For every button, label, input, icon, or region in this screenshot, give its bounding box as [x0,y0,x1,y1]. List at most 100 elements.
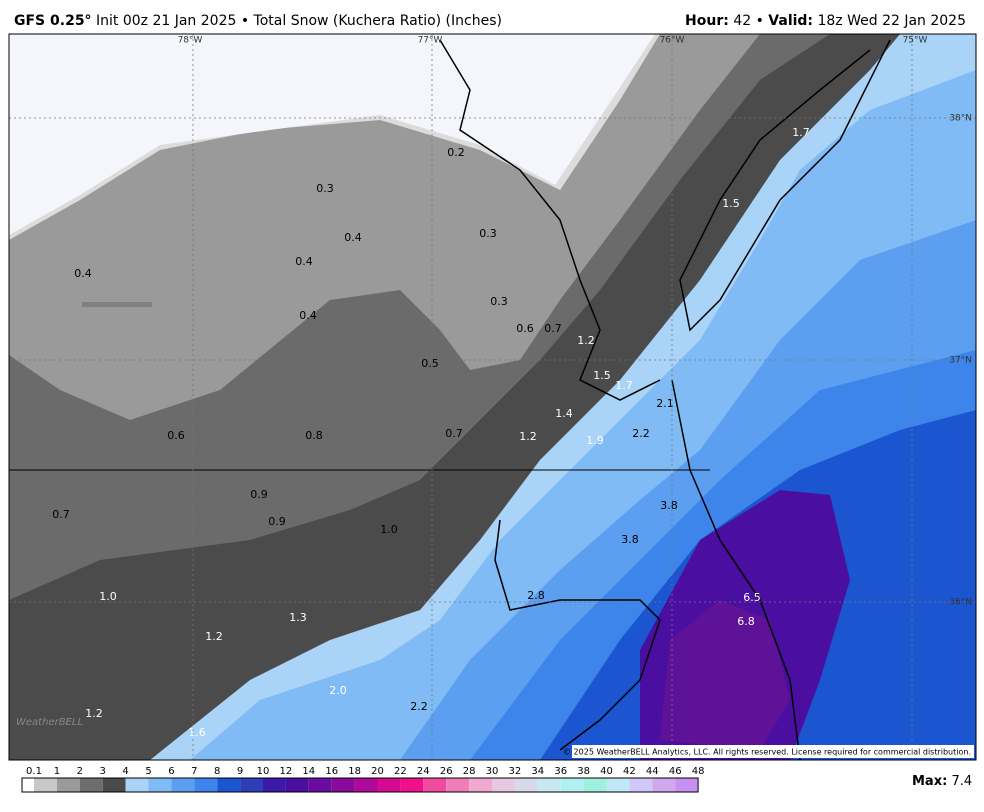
contour-label: 2.2 [410,700,428,713]
colorbar-label: 5 [145,766,151,777]
colorbar-swatch [675,778,699,792]
colorbar-label: 6 [168,766,174,777]
colorbar-label: 24 [417,766,430,777]
coastline [439,39,661,401]
contour-label: 0.7 [52,508,70,521]
colorbar-swatch [469,778,492,792]
colorbar-swatch [34,778,57,792]
colorbar-label: 9 [237,766,243,777]
colorbar-swatch [492,778,515,792]
latitude-label: 37°N [949,356,972,366]
shading [9,34,976,760]
contour-label: 1.5 [722,197,740,210]
contour-label: 0.3 [479,227,497,240]
longitude-label: 77°W [418,36,443,46]
header-left: GFS 0.25° Init 00z 21 Jan 2025 • Total S… [14,13,502,29]
latitude-label: 36°N [949,598,972,608]
colorbar-swatch [171,778,195,792]
colorbar-label: 0.1 [26,766,42,777]
description: Init 00z 21 Jan 2025 • Total Snow (Kuche… [96,13,502,29]
colorbar-swatch [446,778,470,792]
colorbar-label: 28 [463,766,476,777]
contour-label: 0.7 [445,427,463,440]
colorbar-label: 38 [577,766,590,777]
copyright-box [572,745,974,758]
colorbar-swatch [583,778,607,792]
contour-label: 1.7 [615,379,633,392]
colorbar-swatch [354,778,378,792]
colorbar-swatch [194,778,218,792]
colorbar-swatch [377,778,401,792]
colorbar-label: 7 [191,766,197,777]
colorbar-swatch [652,778,676,792]
colorbar-swatch [125,778,149,792]
logo: WeatherBELL [16,717,83,728]
colorbar-label: 8 [214,766,220,777]
contour-label: 2.2 [632,427,650,440]
colorbar-frame [21,777,699,793]
band [660,600,790,750]
colorbar-label: 46 [669,766,682,777]
contour-label: 1.7 [792,126,810,139]
contour-label: 2.1 [656,397,674,410]
colorbar-swatch [606,778,630,792]
contour-label: 6.8 [737,615,755,628]
band [9,34,655,235]
colorbar-label: 16 [325,766,338,777]
colorbar-swatch [148,778,172,792]
contour-label: 1.5 [593,369,611,382]
colorbar-swatch [514,778,538,792]
colorbar-swatch [331,778,355,792]
valid: 18z Wed 22 Jan 2025 [817,13,966,29]
map-frame [8,33,977,761]
contour-label: 0.4 [74,267,92,280]
colorbar-label: 32 [509,766,522,777]
colorbar-swatch [22,778,34,792]
contour-label: 0.4 [299,309,317,322]
coastline [679,39,891,332]
contour-label: 6.5 [743,591,761,604]
contour-label: 3.8 [621,533,639,546]
colorbar-swatch [537,778,561,792]
contour-label: 0.3 [316,182,334,195]
contour-label: 1.2 [205,630,223,643]
contour-label: 3.8 [660,499,678,512]
colorbar-label: 30 [486,766,499,777]
coastline [671,379,801,760]
colorbar-label: 1 [54,766,60,777]
colorbar-label: 4 [122,766,128,777]
model: GFS 0.25° [14,13,92,29]
colorbar-label: 26 [440,766,453,777]
max-value: 7.4 [951,774,972,789]
colorbar-swatch [56,778,80,792]
colorbar-swatch [217,778,241,792]
contour-label: 0.6 [516,322,534,335]
colorbar-label: 34 [531,766,544,777]
graticule [9,34,976,760]
longitude-label: 75°W [903,36,928,46]
contour-label: 1.2 [519,430,537,443]
contour-label: 0.7 [544,322,562,335]
colorbar-swatch [285,778,309,792]
latitude-label: 38°N [949,114,972,124]
colorbar-label: 22 [394,766,407,777]
contour-label: 1.2 [577,334,595,347]
contour-label: 0.3 [490,295,508,308]
colorbar-swatch [308,778,332,792]
colorbar-swatch [79,778,103,792]
contour-label: 2.8 [527,589,545,602]
copyright: © 2025 WeatherBELL Analytics, LLC. All r… [563,748,971,757]
colorbar-label: 20 [371,766,384,777]
contour-label: 1.0 [380,523,398,536]
longitude-label: 76°W [660,36,685,46]
colorbar-label: 2 [77,766,83,777]
hour: 42 • [733,13,764,29]
colorbar-label: 36 [554,766,567,777]
contour-label: 1.6 [188,726,206,739]
contour-label: 0.6 [167,429,185,442]
contour-label: 0.5 [421,357,439,370]
colorbar-swatch [629,778,653,792]
contour-label: 0.8 [305,429,323,442]
colorbar-label: 44 [646,766,659,777]
